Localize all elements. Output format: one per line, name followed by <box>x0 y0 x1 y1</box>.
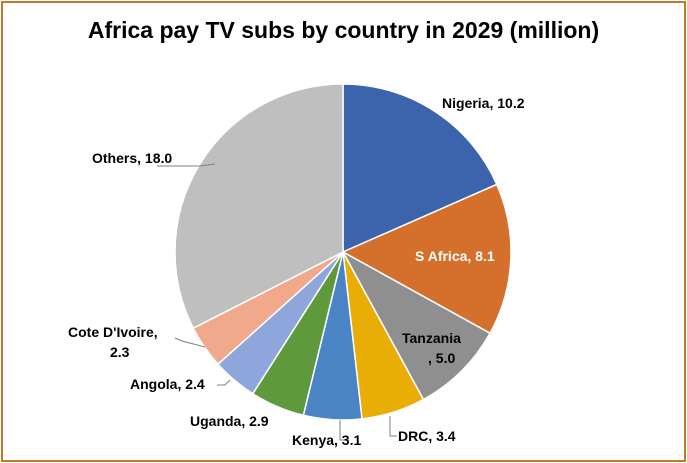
data-label: Kenya, 3.1 <box>292 432 361 448</box>
data-label: S Africa, 8.1 <box>415 248 495 264</box>
leader-line <box>174 337 206 348</box>
data-label: DRC, 3.4 <box>398 428 456 444</box>
leader-line <box>217 379 231 386</box>
data-label: Cote D'Ivoire, <box>68 324 158 340</box>
leader-line <box>157 163 216 167</box>
data-label: Tanzania <box>402 330 461 346</box>
leader-line <box>339 420 349 441</box>
chart-title: Africa pay TV subs by country in 2029 (m… <box>87 17 600 43</box>
pie-slice-others <box>174 83 344 330</box>
leader-line <box>389 416 397 437</box>
pie-slice-tanzania <box>341 250 492 401</box>
pie-slice-nigeria <box>342 83 498 254</box>
data-label: Nigeria, 10.2 <box>442 95 525 111</box>
pie-slice-s-africa <box>341 183 512 335</box>
data-label: Angola, 2.4 <box>130 376 205 392</box>
data-label: Others, 18.0 <box>92 150 172 166</box>
data-label: , 5.0 <box>428 350 455 366</box>
data-label: 2.3 <box>110 344 130 360</box>
data-label: Uganda, 2.9 <box>190 413 269 429</box>
